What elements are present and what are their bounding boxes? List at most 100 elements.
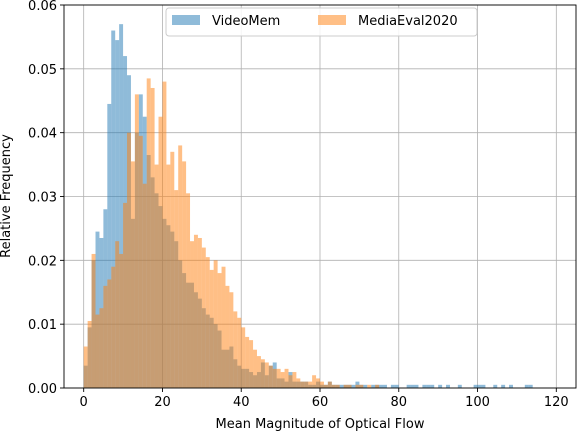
bar-mediaeval2020	[304, 381, 309, 388]
bar-mediaeval2020	[111, 266, 116, 388]
bar-mediaeval2020	[249, 340, 254, 388]
bar-videomem	[430, 384, 435, 388]
bar-mediaeval2020	[158, 116, 163, 388]
bar-mediaeval2020	[343, 384, 348, 388]
bar-mediaeval2020	[308, 381, 313, 388]
legend: VideoMem MediaEval2020	[165, 7, 478, 37]
bar-videomem	[107, 103, 112, 389]
bar-videomem	[390, 384, 395, 388]
bar-videomem	[477, 384, 482, 388]
bar-mediaeval2020	[170, 151, 175, 388]
series-mediaeval2020-bars	[83, 78, 380, 389]
bar-videomem	[383, 384, 387, 388]
bar-mediaeval2020	[272, 368, 277, 388]
bar-mediaeval2020	[142, 183, 147, 388]
bar-mediaeval2020	[375, 384, 380, 388]
x-tick-label: 80	[390, 395, 407, 410]
bar-videomem	[115, 40, 120, 388]
x-tick-label: 40	[233, 395, 250, 410]
bar-mediaeval2020	[280, 372, 285, 388]
bar-mediaeval2020	[115, 241, 120, 388]
bar-mediaeval2020	[359, 384, 364, 388]
bar-mediaeval2020	[95, 314, 100, 388]
bar-mediaeval2020	[260, 359, 265, 388]
bar-mediaeval2020	[134, 94, 139, 388]
x-tick-label: 120	[544, 395, 569, 410]
bar-mediaeval2020	[327, 381, 332, 388]
bar-mediaeval2020	[225, 285, 230, 388]
x-axis-ticks: 0 20 40 60 80 100 120	[80, 388, 569, 410]
bar-mediaeval2020	[209, 269, 214, 388]
bar-mediaeval2020	[127, 132, 131, 388]
bar-videomem	[501, 384, 506, 388]
bar-videomem	[119, 24, 124, 389]
bar-videomem	[410, 384, 415, 388]
bar-mediaeval2020	[91, 253, 96, 388]
bar-videomem	[394, 384, 399, 388]
bar-videomem	[481, 384, 486, 388]
bar-videomem	[509, 384, 513, 388]
bar-videomem	[438, 384, 443, 388]
bar-videomem	[524, 384, 529, 388]
bar-videomem	[339, 384, 344, 388]
bar-mediaeval2020	[190, 241, 194, 388]
legend-label-videomem: VideoMem	[212, 14, 280, 29]
bar-mediaeval2020	[197, 237, 202, 388]
bar-mediaeval2020	[241, 327, 246, 388]
x-axis-label: Mean Magnitude of Optical Flow	[216, 417, 425, 432]
bar-mediaeval2020	[205, 257, 210, 388]
bar-videomem	[414, 384, 419, 388]
bar-mediaeval2020	[367, 384, 372, 388]
bar-mediaeval2020	[103, 285, 108, 388]
bar-mediaeval2020	[178, 145, 183, 388]
bar-videomem	[473, 384, 478, 388]
bar-videomem	[406, 384, 411, 388]
bar-mediaeval2020	[268, 365, 273, 388]
bar-mediaeval2020	[83, 346, 88, 388]
y-tick-label: 0.03	[28, 191, 57, 206]
x-tick-label: 0	[80, 395, 88, 410]
bar-videomem	[493, 384, 498, 388]
y-tick-label: 0.06	[28, 0, 57, 14]
x-tick-label: 100	[465, 395, 490, 410]
bar-mediaeval2020	[233, 311, 238, 388]
legend-swatch-videomem	[172, 15, 200, 25]
bar-videomem	[95, 231, 100, 388]
bar-videomem	[426, 384, 431, 388]
bar-mediaeval2020	[130, 161, 135, 388]
bar-mediaeval2020	[237, 317, 242, 388]
y-axis-label: Relative Frequency	[0, 134, 14, 258]
bar-mediaeval2020	[316, 378, 320, 388]
y-tick-label: 0.00	[28, 382, 57, 397]
bar-videomem	[111, 30, 116, 389]
bar-mediaeval2020	[107, 279, 112, 388]
legend-swatch-mediaeval2020	[318, 15, 346, 25]
bar-mediaeval2020	[138, 135, 143, 388]
bar-mediaeval2020	[193, 234, 198, 388]
bar-mediaeval2020	[201, 247, 206, 388]
bar-mediaeval2020	[296, 378, 301, 388]
bar-videomem	[528, 384, 533, 388]
y-tick-label: 0.04	[28, 127, 57, 142]
bar-mediaeval2020	[264, 362, 269, 388]
x-tick-label: 20	[154, 395, 171, 410]
y-tick-label: 0.02	[28, 254, 57, 269]
x-tick-label: 60	[312, 395, 329, 410]
bar-videomem	[457, 384, 462, 388]
bar-mediaeval2020	[119, 253, 124, 388]
bar-videomem	[446, 384, 450, 388]
bar-videomem	[363, 384, 368, 388]
bar-mediaeval2020	[253, 349, 257, 388]
bar-mediaeval2020	[335, 384, 340, 388]
bar-videomem	[422, 384, 427, 388]
bar-mediaeval2020	[87, 320, 92, 388]
bar-mediaeval2020	[166, 164, 171, 388]
bar-videomem	[379, 384, 384, 388]
bar-mediaeval2020	[99, 308, 104, 388]
legend-label-mediaeval2020: MediaEval2020	[358, 14, 458, 29]
bar-mediaeval2020	[146, 78, 151, 389]
bar-mediaeval2020	[323, 384, 328, 388]
y-axis-ticks: 0.00 0.01 0.02 0.03 0.04 0.05 0.06	[28, 0, 64, 397]
